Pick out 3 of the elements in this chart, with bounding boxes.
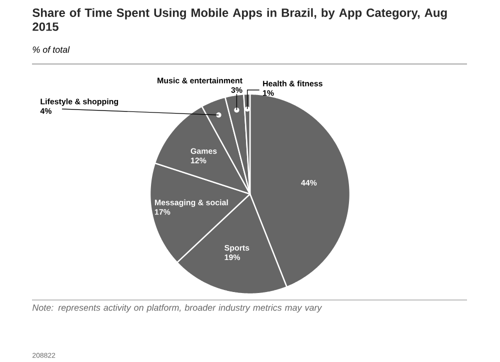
chart-title: Share of Time Spent Using Mobile Apps in Brazil, by App Category, Aug 2015	[32, 8, 447, 31]
chart-subtitle: % of total	[32, 46, 70, 53]
text: Note: represents activity on platform, broader industry metrics may vary	[32, 304, 322, 313]
